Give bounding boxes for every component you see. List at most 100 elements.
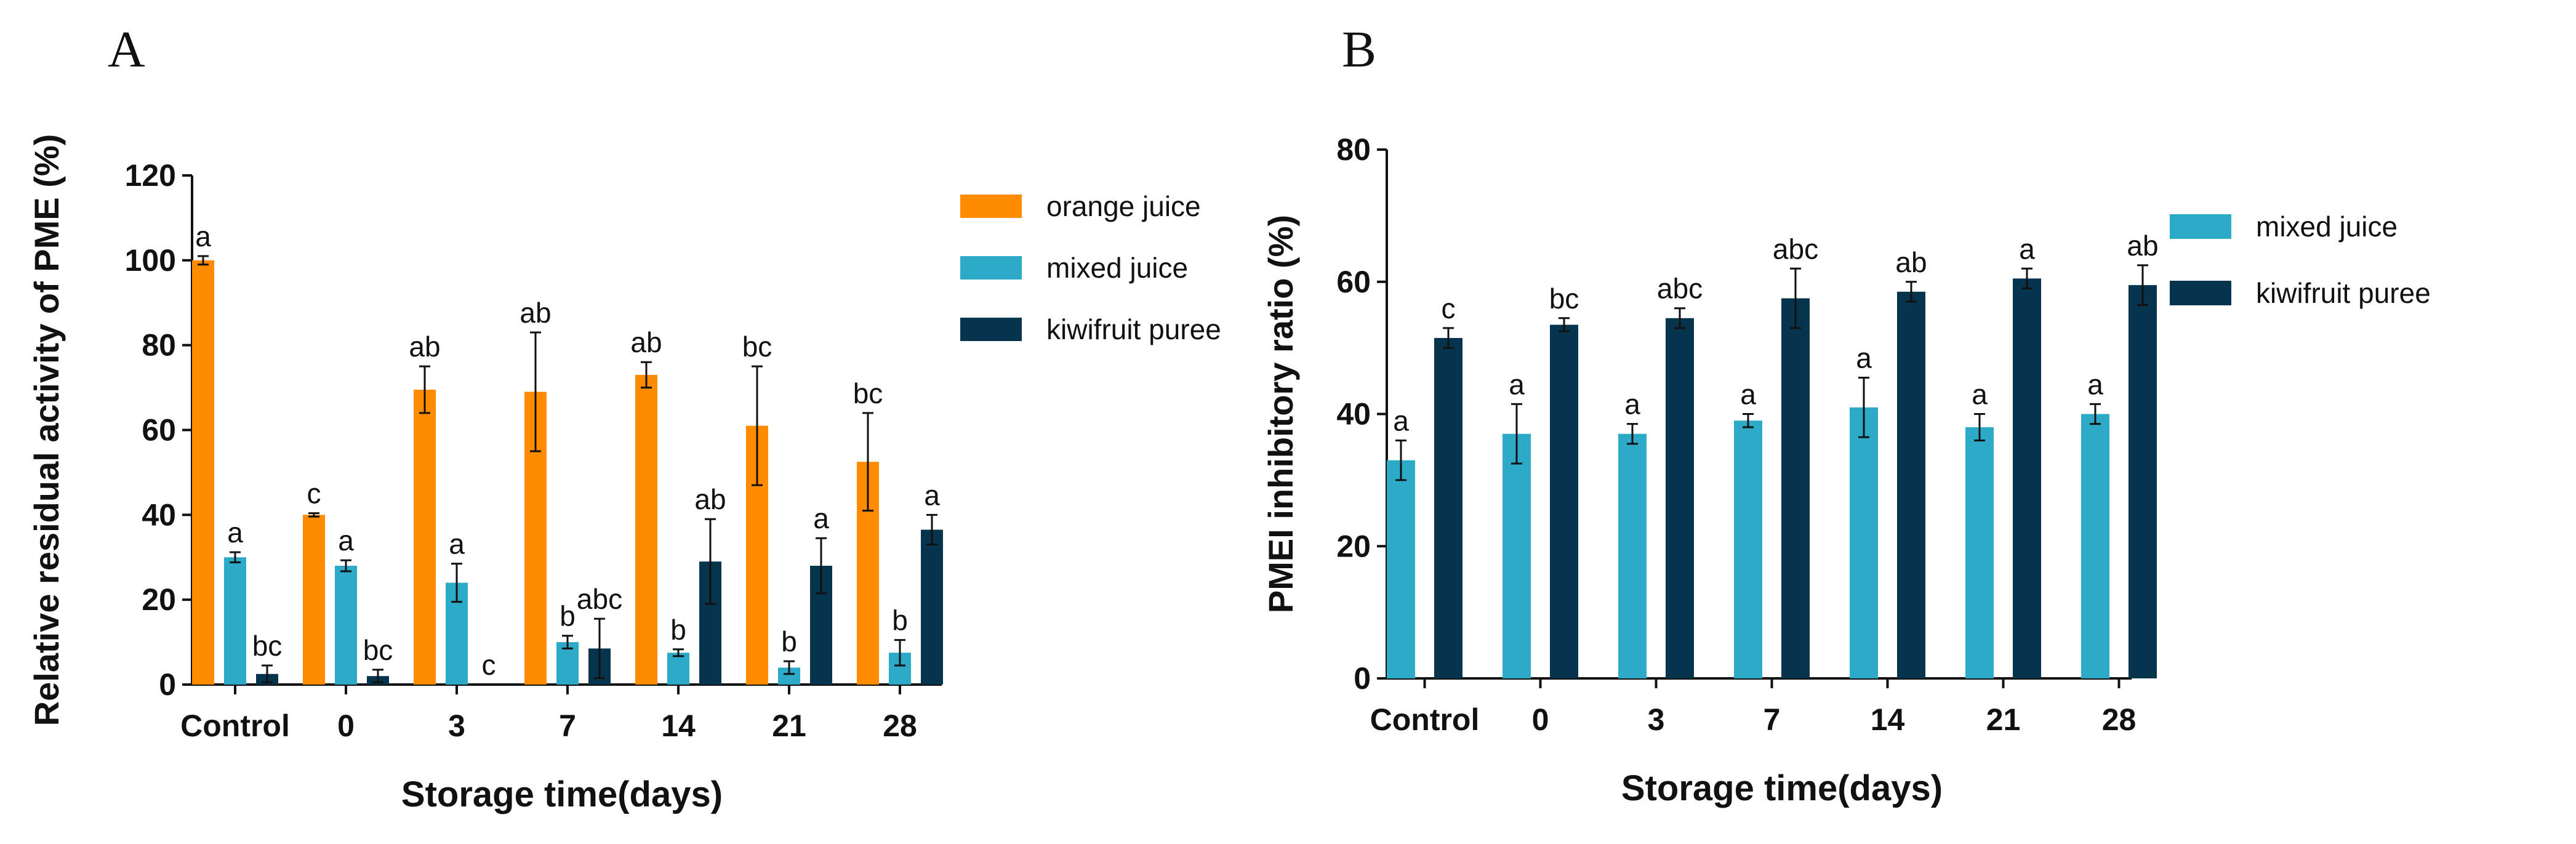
legend-label: mixed juice	[2256, 211, 2397, 243]
significance-letter: a	[338, 524, 354, 557]
significance-letter: ab	[694, 483, 726, 515]
significance-letter: a	[2019, 233, 2035, 265]
bar	[1434, 338, 1463, 678]
legend-label: orange juice	[1046, 190, 1201, 222]
y-tick-label: 60	[1336, 265, 1371, 299]
bar	[2081, 414, 2109, 678]
bar	[635, 374, 657, 685]
bar	[224, 557, 246, 685]
bar	[2013, 278, 2041, 679]
bar	[921, 529, 943, 685]
x-tick-label: 7	[559, 709, 576, 743]
legend-label: mixed juice	[1046, 252, 1188, 284]
x-tick-label: Control	[1370, 702, 1480, 737]
significance-letter: ab	[2127, 230, 2158, 262]
significance-letter: a	[449, 528, 465, 560]
significance-letter: ab	[409, 331, 440, 363]
significance-letter: ab	[630, 326, 662, 358]
legend-swatch	[960, 256, 1022, 279]
bar	[1965, 427, 1994, 678]
y-tick-label: 40	[1336, 397, 1371, 432]
significance-letter: c	[1442, 292, 1456, 324]
x-tick-label: 7	[1763, 702, 1781, 737]
significance-letter: b	[560, 600, 576, 632]
significance-letter: bc	[252, 630, 283, 662]
bar	[1618, 433, 1647, 678]
legend-label: kiwifruit puree	[2256, 277, 2431, 309]
y-tick-label: 20	[1336, 529, 1371, 563]
significance-letter: a	[813, 502, 829, 534]
legend-swatch	[2170, 281, 2231, 305]
x-tick-label: 0	[1532, 702, 1549, 737]
y-tick-label: 80	[142, 328, 176, 363]
significance-letter: a	[1972, 379, 1988, 411]
y-axis-title: Relative residual activity of PME (%)	[27, 134, 66, 726]
bar	[2129, 285, 2157, 678]
bar	[192, 260, 214, 685]
bar	[667, 653, 689, 685]
y-tick-label: 0	[1354, 661, 1371, 696]
significance-letter: bc	[853, 377, 883, 409]
significance-letter: abc	[577, 583, 622, 615]
legend-label: kiwifruit puree	[1046, 313, 1221, 345]
x-tick-label: Control	[180, 709, 290, 743]
x-tick-label: 0	[337, 709, 355, 743]
bar	[1666, 318, 1694, 678]
legend-swatch	[960, 195, 1022, 218]
bar	[335, 566, 357, 685]
significance-letter: bc	[742, 331, 772, 363]
significance-letter: c	[307, 478, 321, 510]
x-tick-label: 21	[772, 709, 806, 743]
significance-letter: b	[670, 614, 686, 646]
significance-letter: a	[1393, 404, 1409, 436]
significance-letter: bc	[1549, 283, 1579, 315]
x-tick-label: 28	[883, 709, 917, 743]
significance-letter: bc	[363, 634, 393, 666]
x-tick-label: 28	[2102, 702, 2137, 737]
x-tick-label: 3	[448, 709, 465, 743]
bar	[414, 390, 436, 685]
y-tick-label: 60	[142, 413, 176, 448]
significance-letter: ab	[520, 297, 551, 329]
significance-letter: a	[2087, 368, 2103, 400]
bar	[1850, 407, 1878, 678]
legend-swatch	[960, 318, 1022, 341]
significance-letter: a	[227, 516, 243, 549]
significance-letter: b	[892, 605, 908, 637]
y-tick-label: 80	[1336, 132, 1371, 167]
bar	[303, 515, 325, 685]
x-tick-label: 14	[661, 709, 696, 743]
significance-letter: a	[924, 479, 940, 511]
bar	[1550, 324, 1578, 678]
significance-letter: a	[1856, 342, 1872, 374]
bar	[1897, 291, 1925, 678]
bar	[1781, 298, 1810, 678]
x-tick-label: 14	[1871, 702, 1905, 737]
bar	[1387, 460, 1415, 678]
significance-letter: c	[482, 649, 496, 681]
legend-swatch	[2170, 214, 2231, 239]
bar	[1503, 433, 1531, 678]
significance-letter: abc	[1773, 233, 1818, 265]
y-tick-label: 0	[159, 667, 176, 702]
y-axis-title: PMEI inhibitory ratio (%)	[1261, 215, 1300, 613]
significance-letter: a	[1740, 379, 1756, 411]
x-tick-label: 3	[1648, 702, 1665, 737]
significance-letter: b	[781, 625, 797, 657]
y-tick-label: 20	[142, 582, 176, 617]
significance-letter: a	[1509, 368, 1525, 400]
chart-panel-b: B 0 20 40 60 80 PMEI inhibitory ratio (%) Stor…	[1261, 21, 2431, 808]
panel-label-a: A	[108, 21, 145, 78]
panel-label-b: B	[1342, 21, 1376, 78]
significance-letter: abc	[1657, 273, 1703, 305]
y-tick-label: 100	[125, 243, 176, 278]
x-tick-label: 21	[1986, 702, 2021, 737]
x-axis-title: Storage time(days)	[1621, 768, 1943, 808]
y-tick-label: 40	[142, 497, 176, 532]
significance-letter: a	[195, 220, 211, 252]
y-tick-label: 120	[125, 158, 176, 193]
chart-panel-a: A 0 20 40 60 80 100 120 Relative residual activ…	[27, 21, 1221, 814]
significance-letter: ab	[1895, 246, 1927, 278]
significance-letter: a	[1624, 388, 1640, 420]
